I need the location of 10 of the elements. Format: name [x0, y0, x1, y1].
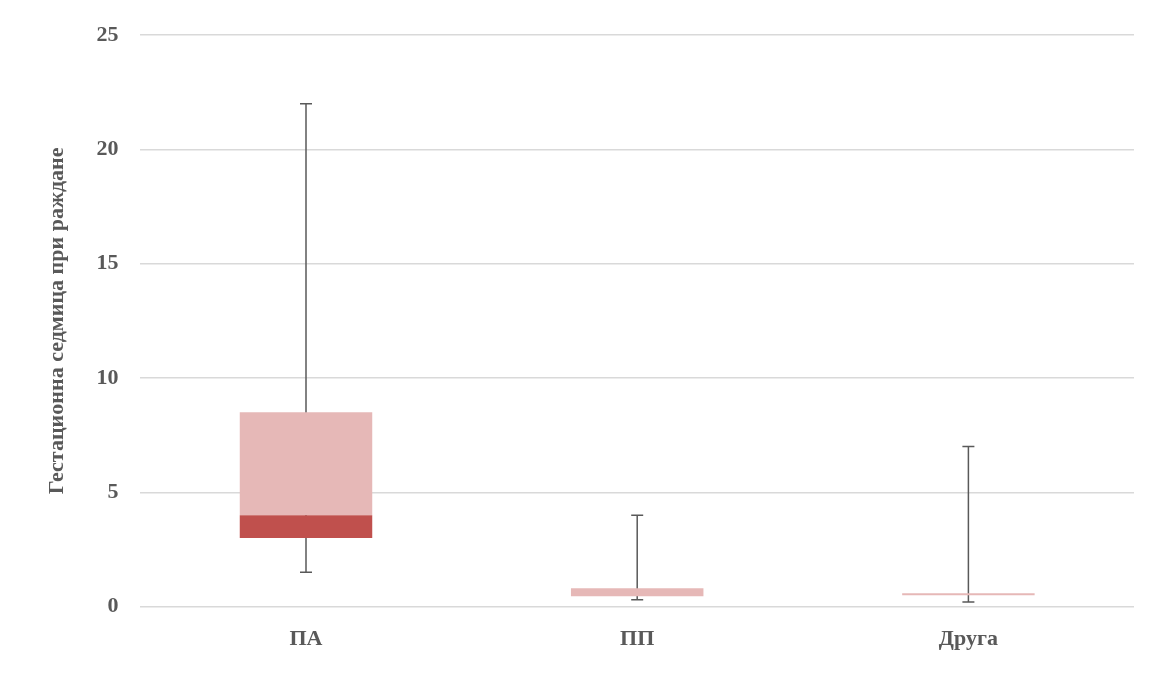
y-tick-label: 20: [96, 135, 119, 161]
y-tick-label: 5: [107, 478, 119, 504]
y-tick-label: 15: [96, 249, 119, 275]
y-tick-label: 10: [96, 363, 119, 389]
x-tick-label: ПП: [620, 625, 655, 651]
y-tick-label: 25: [96, 20, 119, 46]
x-tick-label: ПА: [289, 625, 323, 651]
y-axis-title: Гестационна седмица при раждане: [42, 147, 68, 495]
x-tick-label: Друга: [938, 625, 998, 651]
y-tick-label: 0: [107, 592, 119, 618]
